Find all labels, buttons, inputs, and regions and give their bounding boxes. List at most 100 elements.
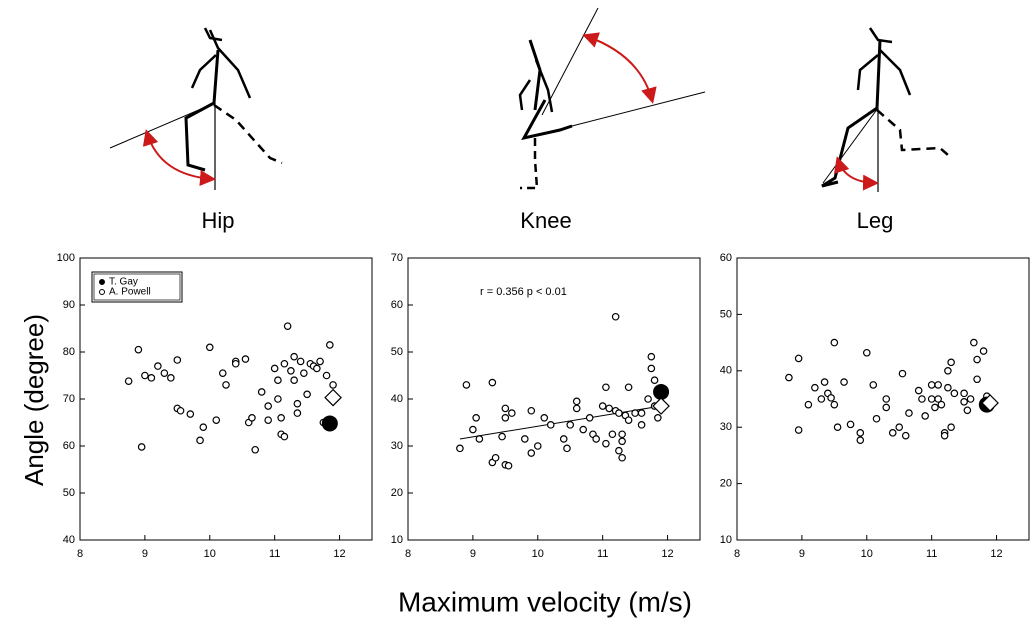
point [624, 383, 633, 392]
point [653, 383, 670, 400]
y-tick-label: 60 [720, 252, 732, 264]
x-tick-label: 12 [661, 548, 673, 560]
point [937, 400, 946, 409]
y-tick-label: 30 [720, 421, 732, 433]
point [303, 390, 311, 399]
point [257, 388, 266, 396]
legend-marker [99, 289, 105, 295]
point [856, 429, 865, 437]
legend-label: A. Powell [109, 287, 151, 298]
trend-line [459, 405, 662, 440]
point [654, 413, 662, 422]
point [205, 343, 214, 352]
point [274, 376, 282, 385]
point [631, 409, 639, 417]
point [147, 374, 156, 382]
point [895, 423, 904, 432]
legend-label: T. Gay [109, 277, 138, 288]
point [840, 378, 848, 386]
point [321, 415, 338, 432]
point [905, 409, 913, 417]
point [501, 413, 510, 422]
point [212, 416, 221, 424]
point [280, 359, 289, 368]
x-tick-label: 10 [861, 548, 873, 560]
x-tick-label: 9 [142, 548, 148, 560]
point [862, 348, 871, 357]
point [637, 421, 646, 429]
point [283, 322, 292, 330]
point [615, 409, 623, 417]
point [527, 406, 536, 415]
y-tick-label: 100 [57, 252, 75, 264]
hip-illustration [109, 27, 283, 190]
point [960, 398, 968, 406]
x-tick-label: 8 [734, 548, 740, 560]
knee-illustration [518, 7, 706, 190]
point [134, 345, 143, 354]
point [154, 362, 162, 370]
y-tick-label: 50 [63, 487, 75, 499]
point [313, 364, 321, 373]
point [934, 395, 942, 403]
point [618, 437, 626, 446]
point [827, 394, 835, 402]
point [820, 378, 829, 386]
x-axis-label: Maximum velocity (m/s) [398, 586, 692, 617]
point [973, 355, 981, 364]
x-tick-label: 12 [990, 548, 1002, 560]
y-tick-label: 70 [63, 393, 75, 405]
x-tick-label: 10 [204, 548, 216, 560]
point [960, 389, 968, 398]
point [563, 444, 571, 453]
point [199, 423, 208, 432]
point [830, 338, 839, 347]
y-tick-label: 20 [720, 478, 732, 490]
point [322, 371, 331, 380]
point [927, 381, 936, 389]
y-axis-label: Angle (degree) [19, 314, 49, 486]
point [898, 369, 907, 378]
point [264, 416, 272, 424]
point [475, 435, 484, 443]
point [572, 397, 581, 406]
y-tick-label: 90 [63, 299, 75, 311]
point [527, 449, 536, 457]
x-tick-label: 11 [926, 548, 937, 560]
point [508, 409, 516, 417]
point [940, 431, 949, 440]
point [251, 445, 260, 454]
point [794, 426, 803, 434]
point [856, 436, 865, 444]
point [287, 366, 295, 375]
point [329, 381, 337, 389]
point [804, 400, 813, 409]
point [176, 406, 185, 415]
point [624, 416, 633, 424]
point [921, 412, 929, 420]
point [637, 409, 646, 417]
point [934, 381, 942, 389]
point [196, 436, 204, 445]
y-tick-label: 60 [63, 440, 75, 452]
point [293, 409, 302, 417]
point [611, 312, 620, 321]
point [602, 383, 610, 392]
plot-frame [407, 257, 701, 541]
panel-title: Hip [201, 208, 234, 233]
point [231, 359, 240, 368]
point [264, 402, 272, 410]
point [316, 357, 324, 366]
point [647, 364, 656, 373]
point [618, 430, 626, 439]
point [944, 366, 952, 375]
point [979, 347, 988, 355]
point [572, 404, 581, 413]
point [222, 381, 230, 389]
point [794, 354, 803, 363]
point [579, 425, 588, 434]
point [546, 421, 555, 429]
panel-title: Knee [520, 208, 571, 233]
point [927, 395, 936, 403]
